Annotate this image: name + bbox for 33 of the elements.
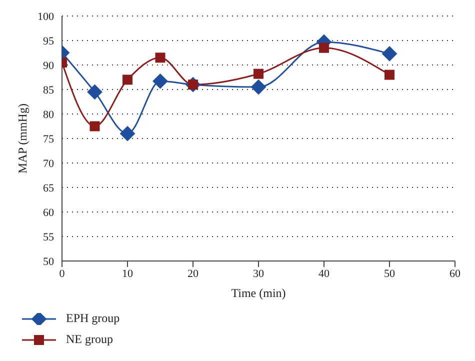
y-tick-label: 75 — [43, 133, 54, 146]
x-tick-label: 40 — [318, 268, 330, 280]
x-tick-label: 20 — [188, 268, 199, 280]
x-axis-title: Time (min) — [231, 286, 286, 300]
point — [384, 70, 394, 80]
point — [120, 126, 135, 142]
y-tick-label: 50 — [43, 256, 54, 268]
point — [254, 68, 264, 79]
point — [87, 84, 102, 100]
x-tick-label: 60 — [450, 268, 461, 280]
point — [152, 74, 168, 89]
point — [90, 121, 100, 132]
y-tick-label: 95 — [43, 35, 54, 48]
x-tick-label: 10 — [122, 268, 134, 280]
point — [122, 74, 132, 85]
y-tick-label: 80 — [43, 108, 54, 121]
y-tick-label: 60 — [43, 206, 54, 219]
x-tick-label: 30 — [253, 268, 264, 280]
y-tick-label: 65 — [43, 182, 54, 194]
y-axis-title: MAP (mmHg) — [15, 104, 30, 174]
y-tick-label: 90 — [43, 60, 54, 72]
y-tick-label: 100 — [38, 10, 54, 23]
point — [319, 42, 329, 53]
x-tick-label: 0 — [59, 268, 66, 280]
legend-label: NE group — [66, 332, 113, 347]
point — [382, 46, 397, 62]
y-tick-label: 55 — [43, 231, 54, 244]
point — [155, 52, 166, 63]
legend-label: EPH group — [66, 311, 120, 326]
y-tick-label: 85 — [43, 84, 54, 96]
x-tick-label: 50 — [384, 268, 396, 280]
point — [251, 80, 266, 95]
y-tick-label: 70 — [43, 158, 54, 170]
